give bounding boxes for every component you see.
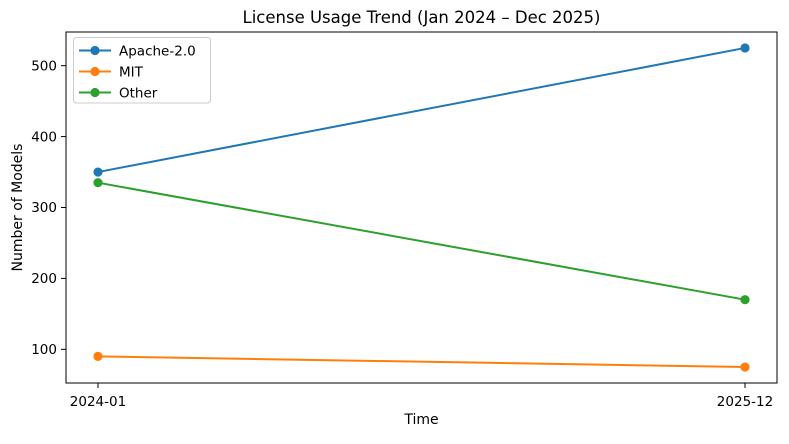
legend-marker: [90, 66, 100, 77]
legend: Apache-2.0 MIT Other: [73, 37, 211, 104]
y-tick-label: 200: [31, 271, 57, 287]
legend-label: Apache-2.0: [119, 43, 196, 59]
data-point-Apache-2.0-2024-01: [93, 167, 103, 177]
data-point-MIT-2025-12: [740, 362, 750, 372]
series-line-Apache-2.0: [96, 46, 747, 174]
data-point-Other-2025-12: [740, 295, 750, 305]
legend-marker: [90, 45, 100, 56]
legend-label: MIT: [119, 64, 144, 80]
y-axis-ticks: 100 200 300 400 500: [31, 58, 66, 358]
legend-marker: [90, 87, 100, 98]
y-tick-label: 400: [31, 129, 57, 145]
x-axis-ticks: 2024-01 2025-12: [70, 383, 773, 410]
x-axis-label: Time: [403, 412, 438, 428]
series-line-Other: [96, 181, 747, 301]
y-tick-label: 500: [31, 58, 57, 74]
y-tick-label: 100: [31, 342, 57, 358]
x-tick-label: 2024-01: [70, 394, 126, 410]
data-point-MIT-2024-01: [93, 351, 103, 362]
series-layer: [93, 43, 750, 372]
x-tick-label: 2025-12: [717, 394, 773, 410]
data-point-Other-2024-01: [93, 178, 103, 188]
series-line-MIT: [96, 355, 747, 369]
chart-title: License Usage Trend (Jan 2024 – Dec 2025…: [243, 8, 601, 27]
y-tick-label: 300: [31, 200, 57, 216]
y-axis-label: Number of Models: [10, 144, 26, 272]
legend-box: [73, 37, 211, 104]
legend-label: Other: [119, 85, 158, 101]
data-point-Apache-2.0-2025-12: [740, 43, 750, 53]
